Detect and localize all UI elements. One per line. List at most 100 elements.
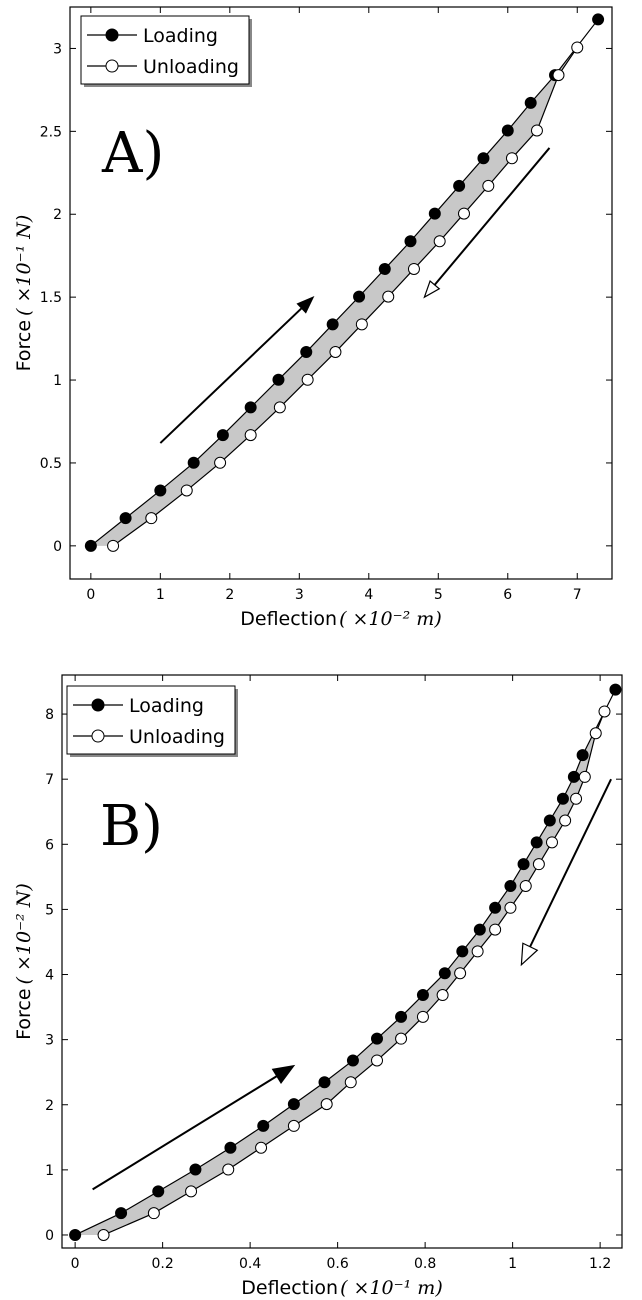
legend-entry-label: Unloading [129, 726, 225, 748]
data-point-loading [326, 318, 339, 331]
data-point-unloading [519, 879, 532, 892]
data-point-unloading [273, 401, 286, 414]
data-point-loading [115, 1207, 128, 1220]
y-axis-label-name: Force [13, 320, 35, 371]
data-point-unloading [395, 1032, 408, 1045]
series-line-loading [90, 19, 599, 547]
data-point-unloading [329, 346, 342, 359]
x-tick-label: 0.4 [239, 1256, 261, 1272]
data-point-loading [592, 13, 605, 26]
data-point-unloading [559, 814, 572, 827]
data-point-loading [287, 1098, 300, 1111]
direction-arrow-up [92, 1075, 278, 1191]
data-point-unloading [301, 373, 314, 386]
data-point-unloading [433, 235, 446, 248]
data-point-unloading [504, 901, 517, 914]
data-point-loading [395, 1010, 408, 1023]
plot-frame [61, 674, 623, 1249]
data-point-loading [473, 923, 486, 936]
y-axis-label: Force ( ×10⁻¹ N) [13, 215, 35, 372]
data-point-unloading [214, 456, 227, 469]
data-point-unloading [407, 262, 420, 275]
data-point-loading [556, 792, 569, 805]
arrowhead-down [520, 942, 539, 967]
x-tick-label: 5 [434, 587, 443, 603]
y-tick-label: 1 [53, 373, 62, 389]
x-tick-label: 1 [508, 1256, 517, 1272]
legend-entry-label: Loading [143, 25, 218, 47]
y-tick-label: 1.5 [40, 290, 62, 306]
y-tick-label: 1 [45, 1163, 54, 1179]
y-tick-label: 5 [45, 902, 54, 918]
panel-label: A) [101, 121, 164, 186]
arrowhead-down [423, 280, 441, 299]
data-point-unloading [530, 124, 543, 137]
y-tick-label: 3 [45, 1033, 54, 1049]
x-tick-label: 0.2 [151, 1256, 173, 1272]
data-point-loading [353, 290, 366, 303]
series-line-unloading [112, 47, 578, 547]
data-point-unloading [532, 858, 545, 871]
y-tick-label: 6 [45, 837, 54, 853]
data-point-unloading [145, 512, 158, 525]
legend-box [80, 15, 250, 85]
data-point-unloading [436, 989, 449, 1002]
data-point-loading [154, 484, 167, 497]
direction-arrow-down [433, 147, 551, 286]
data-point-loading [371, 1032, 383, 1045]
data-point-loading [609, 683, 622, 696]
data-point-loading [257, 1119, 270, 1132]
data-point-unloading [222, 1163, 235, 1176]
x-tick-label: 3 [295, 587, 304, 603]
data-point-unloading [505, 152, 518, 165]
data-point-unloading [355, 318, 368, 331]
data-point-loading [378, 262, 391, 275]
data-point-unloading [97, 1228, 110, 1241]
data-point-loading [318, 1076, 331, 1089]
data-point-loading [517, 858, 530, 871]
legend-marker [91, 698, 105, 712]
data-point-loading [489, 901, 502, 914]
data-point-loading [69, 1228, 82, 1241]
data-point-loading [576, 749, 589, 762]
x-tick-label: 0.8 [414, 1256, 436, 1272]
legend-entry-label: Unloading [143, 56, 239, 78]
legend-marker [91, 729, 105, 743]
x-axis-label-name: Deflection [240, 608, 337, 630]
x-tick-label: 6 [503, 587, 512, 603]
data-point-loading [453, 179, 466, 192]
y-tick-label: 7 [45, 772, 54, 788]
y-axis-label-unit: ( ×10⁻² N) [13, 883, 35, 984]
data-point-loading [404, 235, 417, 248]
legend-box [66, 685, 236, 755]
data-point-unloading [416, 1010, 429, 1023]
x-tick-label: 0 [86, 587, 95, 603]
data-point-loading [187, 456, 200, 469]
plot-frame [69, 6, 613, 580]
data-point-loading [504, 879, 517, 892]
data-point-unloading [552, 69, 565, 82]
data-point-unloading [457, 207, 470, 220]
arrowhead-up [271, 1064, 296, 1085]
y-tick-label: 0.5 [40, 456, 62, 472]
data-point-loading [416, 989, 429, 1002]
x-tick-label: 7 [573, 587, 582, 603]
x-tick-label: 0.6 [326, 1256, 348, 1272]
data-point-unloading [287, 1119, 300, 1132]
y-tick-label: 3 [53, 41, 62, 57]
data-point-loading [244, 401, 257, 414]
series-line-unloading [103, 711, 606, 1236]
data-point-unloading [546, 836, 558, 849]
data-point-unloading [571, 41, 584, 54]
data-point-loading [567, 770, 580, 783]
data-point-unloading [147, 1207, 160, 1220]
data-point-unloading [570, 792, 583, 805]
data-point-loading [224, 1141, 237, 1154]
data-point-loading [477, 152, 490, 165]
data-point-unloading [107, 539, 120, 552]
data-point-loading [216, 429, 229, 442]
data-point-loading [346, 1054, 359, 1067]
x-tick-label: 0 [71, 1256, 80, 1272]
x-tick-label: 4 [364, 587, 373, 603]
